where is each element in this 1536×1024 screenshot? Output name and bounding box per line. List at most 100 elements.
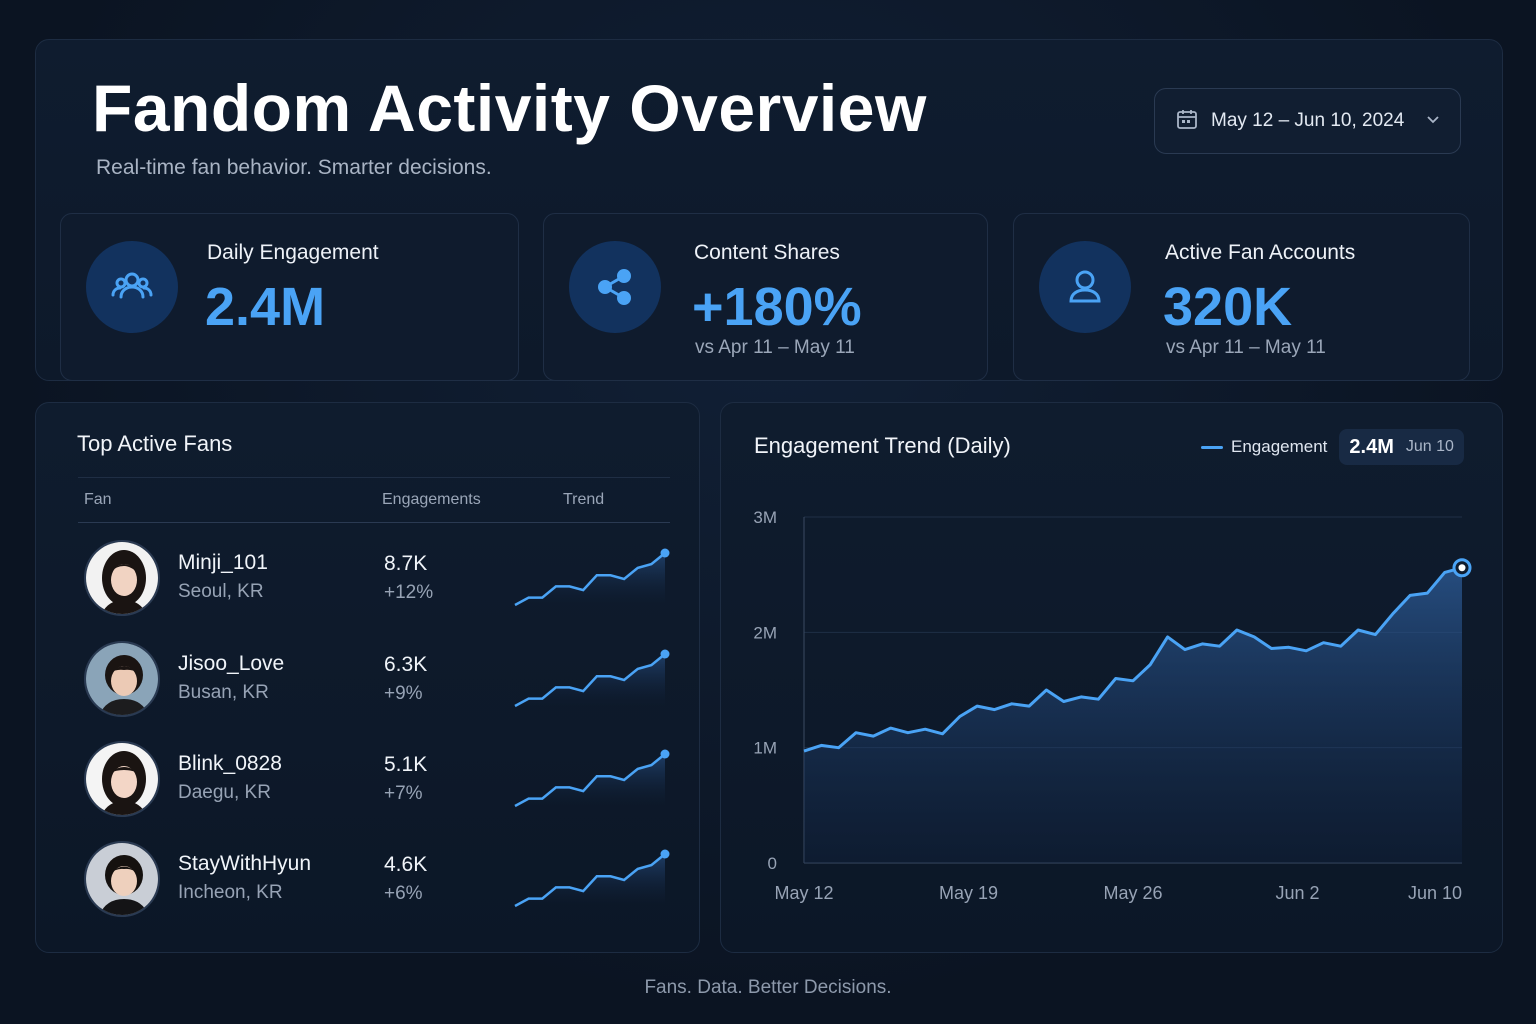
x-tick-label: Jun 10 bbox=[1408, 883, 1462, 903]
chart-legend: Engagement 2.4M Jun 10 bbox=[1201, 429, 1464, 465]
data-point bbox=[798, 745, 810, 757]
fan-change: +9% bbox=[384, 683, 423, 704]
data-point bbox=[1092, 693, 1104, 705]
sparkline-area bbox=[515, 754, 665, 806]
y-tick-label: 0 bbox=[768, 854, 777, 873]
stat-card-daily-engagement: Daily Engagement 2.4M bbox=[60, 213, 519, 381]
avatar bbox=[84, 540, 160, 616]
sparkline bbox=[514, 849, 670, 908]
data-point bbox=[1317, 637, 1329, 649]
user-icon bbox=[1039, 241, 1131, 333]
data-point bbox=[1162, 631, 1174, 643]
table-header: Fan Engagements Trend bbox=[78, 477, 670, 523]
column-header-trend: Trend bbox=[563, 491, 605, 508]
data-point bbox=[919, 723, 931, 735]
sparkline-line bbox=[514, 853, 666, 908]
data-point bbox=[1335, 640, 1347, 652]
fan-name[interactable]: Jisoo_Love bbox=[178, 652, 285, 675]
stat-label: Content Shares bbox=[694, 241, 840, 264]
table-row[interactable]: Jisoo_Love Busan, KR 6.3K +9% bbox=[78, 641, 678, 721]
current-point-dot bbox=[1458, 564, 1466, 572]
panel-title: Engagement Trend (Daily) bbox=[754, 433, 1011, 458]
data-point bbox=[1110, 672, 1122, 684]
data-point bbox=[1058, 696, 1070, 708]
data-point bbox=[1231, 624, 1243, 636]
legend-line-icon bbox=[1201, 445, 1223, 449]
data-point bbox=[1283, 641, 1295, 653]
avatar bbox=[84, 841, 160, 917]
sparkline-area bbox=[515, 553, 665, 605]
data-point bbox=[1369, 629, 1381, 641]
fan-change: +6% bbox=[384, 883, 423, 904]
x-tick-label: Jun 2 bbox=[1275, 883, 1319, 903]
fan-location: Incheon, KR bbox=[178, 882, 283, 903]
share-icon bbox=[569, 241, 661, 333]
data-point bbox=[1127, 675, 1139, 687]
sparkline-line bbox=[514, 552, 666, 607]
fan-change: +12% bbox=[384, 582, 434, 603]
fan-location: Busan, KR bbox=[178, 682, 269, 703]
calendar-icon bbox=[1175, 107, 1199, 136]
engagement-trend-chart[interactable]: 0 1M 2M 3M May 12 May 19 May 26 Jun 2 Jun 10 bbox=[721, 483, 1504, 923]
table-row[interactable]: Minji_101 Seoul, KR 8.7K +12% bbox=[78, 540, 678, 620]
data-point bbox=[1040, 684, 1052, 696]
current-date: Jun 10 bbox=[1405, 438, 1454, 455]
fan-engagements: 4.6K bbox=[384, 853, 428, 876]
chevron-down-icon bbox=[1424, 110, 1442, 133]
fan-engagements: 8.7K bbox=[384, 552, 428, 575]
sparkline-line bbox=[514, 653, 666, 708]
data-point bbox=[1023, 700, 1035, 712]
avatar bbox=[84, 741, 160, 817]
date-range-label: May 12 – Jun 10, 2024 bbox=[1211, 110, 1405, 131]
data-point bbox=[1421, 587, 1433, 599]
fan-name[interactable]: Minji_101 bbox=[178, 551, 268, 574]
sparkline-area bbox=[515, 854, 665, 906]
table-row[interactable]: StayWithHyun Incheon, KR 4.6K +6% bbox=[78, 841, 678, 921]
data-point bbox=[1179, 644, 1191, 656]
data-point bbox=[1352, 624, 1364, 636]
data-point bbox=[954, 711, 966, 723]
panel-title: Top Active Fans bbox=[77, 431, 233, 456]
x-tick-label: May 19 bbox=[939, 883, 998, 903]
y-tick-label: 3M bbox=[753, 508, 777, 527]
data-point bbox=[937, 728, 949, 740]
engagement-area bbox=[804, 567, 1462, 863]
x-tick-label: May 12 bbox=[774, 883, 833, 903]
legend-label: Engagement bbox=[1231, 437, 1328, 456]
stat-label: Daily Engagement bbox=[207, 241, 379, 264]
sparkline-end-dot bbox=[660, 649, 670, 659]
fan-location: Seoul, KR bbox=[178, 581, 264, 602]
stat-comparison: vs Apr 11 – May 11 bbox=[695, 337, 855, 358]
sparkline-end-dot bbox=[660, 749, 670, 759]
stat-card-active-fan-accounts: Active Fan Accounts 320K vs Apr 11 – May… bbox=[1013, 213, 1470, 381]
data-point bbox=[1266, 642, 1278, 654]
current-value-pill: 2.4M Jun 10 bbox=[1339, 429, 1464, 465]
sparkline-line bbox=[514, 753, 666, 808]
page-title: Fandom Activity Overview bbox=[92, 71, 927, 145]
footer-tagline: Fans. Data. Better Decisions. bbox=[644, 977, 892, 998]
fan-name[interactable]: StayWithHyun bbox=[178, 852, 312, 875]
data-point bbox=[1006, 698, 1018, 710]
fan-engagements: 5.1K bbox=[384, 753, 428, 776]
data-point bbox=[833, 742, 845, 754]
data-point bbox=[988, 704, 1000, 716]
data-point bbox=[867, 730, 879, 742]
data-point bbox=[850, 727, 862, 739]
table-row[interactable]: Blink_0828 Daegu, KR 5.1K +7% bbox=[78, 741, 678, 821]
column-header-fan[interactable]: Fan bbox=[84, 491, 112, 508]
column-header-engagements[interactable]: Engagements bbox=[382, 491, 481, 508]
y-tick-label: 1M bbox=[753, 739, 777, 758]
date-range-picker[interactable]: May 12 – Jun 10, 2024 bbox=[1154, 88, 1461, 154]
data-point bbox=[1300, 645, 1312, 657]
stat-value: 2.4M bbox=[205, 277, 326, 337]
fan-name[interactable]: Blink_0828 bbox=[178, 752, 282, 775]
data-point bbox=[1214, 640, 1226, 652]
data-point bbox=[1439, 566, 1451, 578]
x-tick-label: May 26 bbox=[1103, 883, 1162, 903]
fan-location: Daegu, KR bbox=[178, 782, 271, 803]
engagement-trend-panel: Engagement Trend (Daily) Engagement 2.4M… bbox=[720, 402, 1503, 953]
data-point bbox=[902, 727, 914, 739]
stat-card-content-shares: Content Shares +180% vs Apr 11 – May 11 bbox=[543, 213, 988, 381]
data-point bbox=[1248, 631, 1260, 643]
data-point bbox=[885, 722, 897, 734]
